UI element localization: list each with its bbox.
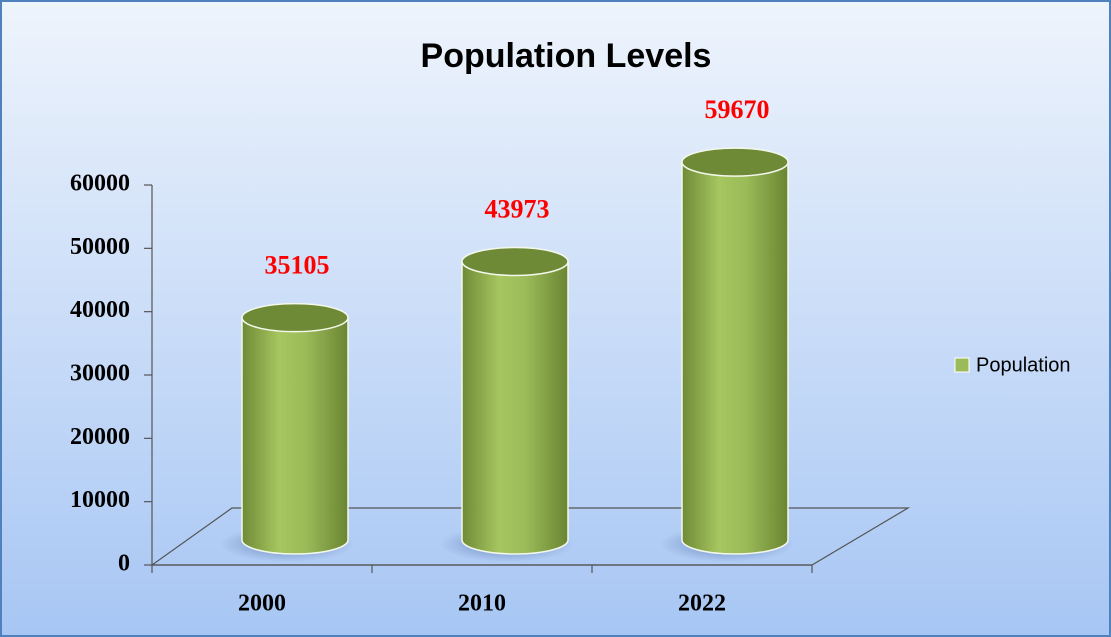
- bar: [681, 161, 789, 555]
- legend-swatch: [954, 357, 970, 373]
- value-label: 59670: [705, 95, 770, 124]
- cylinder-top: [241, 302, 349, 333]
- bar: [461, 260, 569, 555]
- chart-title: Population Levels: [421, 37, 712, 75]
- y-tick-label: 30000: [70, 361, 130, 387]
- value-label: 43973: [485, 194, 550, 223]
- cylinder-top: [681, 147, 789, 177]
- cylinder: [660, 147, 794, 562]
- y-tick-label: 60000: [70, 171, 130, 197]
- cylinder: [440, 246, 574, 562]
- y-tick-label: 50000: [70, 234, 130, 260]
- y-tick-label: 20000: [70, 424, 130, 450]
- y-tick-label: 10000: [70, 487, 130, 513]
- legend-label: Population: [976, 354, 1071, 376]
- cylinder-top: [461, 246, 569, 277]
- x-tick-label: 2010: [458, 591, 506, 617]
- bar: [241, 316, 349, 555]
- plot-area: 0 10000 20000 30000 40000 50000 60000 2000 35105…: [70, 95, 1071, 616]
- x-tick-label: 2022: [678, 591, 726, 617]
- value-label: 35105: [265, 251, 330, 280]
- y-tick-label: 0: [118, 551, 130, 577]
- y-tick-label: 40000: [70, 297, 130, 323]
- cylinder: [220, 302, 354, 562]
- x-tick-label: 2000: [238, 591, 286, 617]
